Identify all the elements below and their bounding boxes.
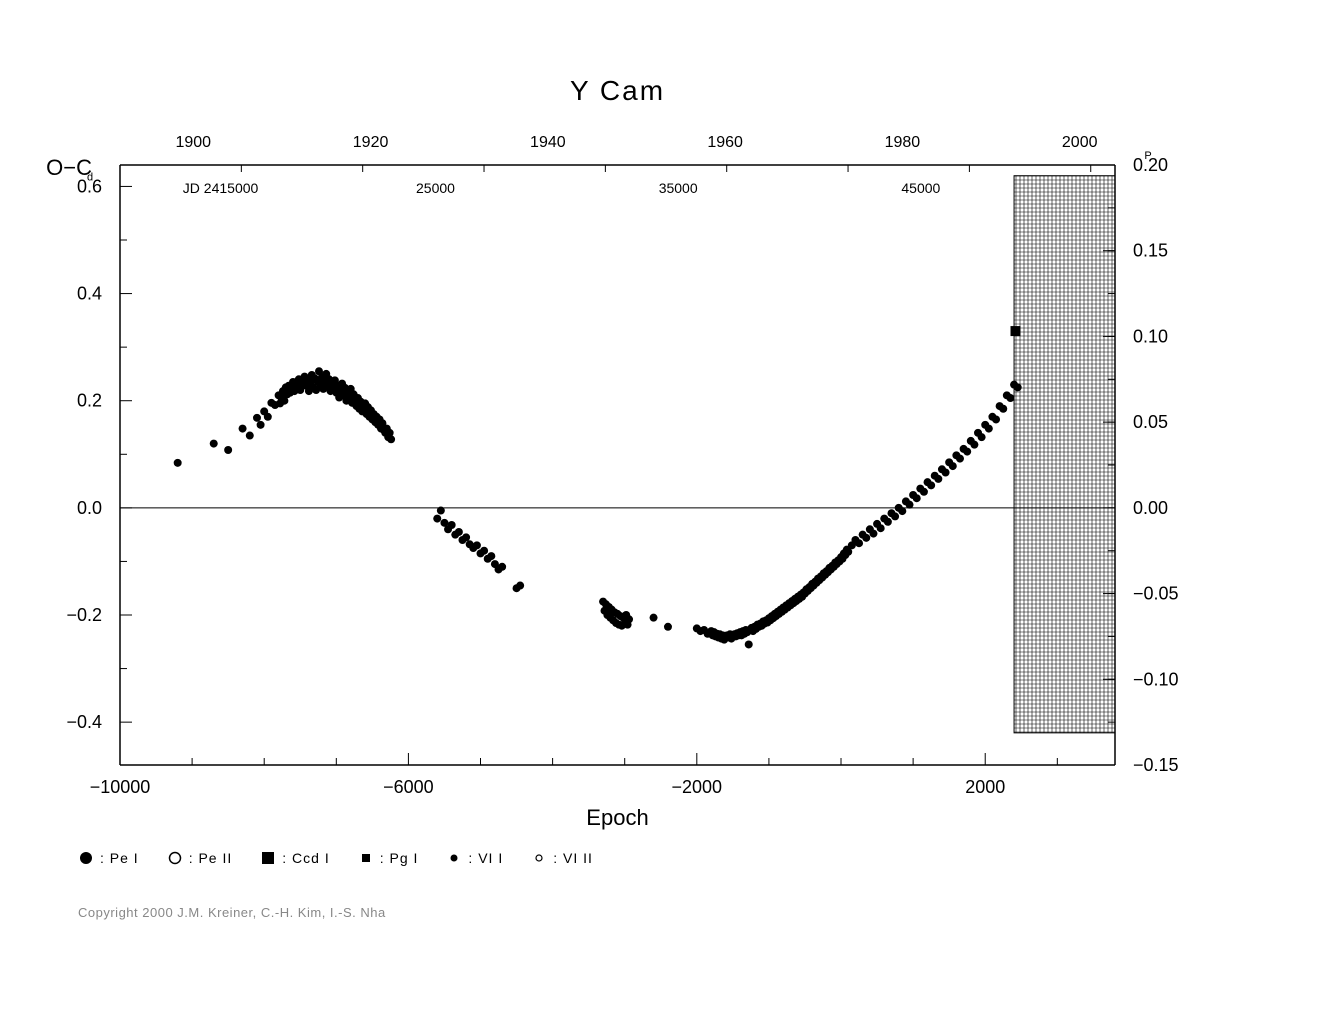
svg-text:1900: 1900 [175, 134, 211, 151]
svg-text:−0.4: −0.4 [66, 712, 102, 732]
svg-text:0.2: 0.2 [77, 391, 102, 411]
svg-text:JD 2415000: JD 2415000 [183, 180, 259, 196]
legend-item: : Pg I [358, 850, 419, 866]
svg-text:−0.10: −0.10 [1133, 669, 1179, 689]
copyright-text: Copyright 2000 J.M. Kreiner, C.-H. Kim, … [78, 905, 386, 920]
svg-text:0.0: 0.0 [77, 498, 102, 518]
svg-text:0.15: 0.15 [1133, 241, 1168, 261]
svg-text:0.05: 0.05 [1133, 412, 1168, 432]
svg-text:−2000: −2000 [672, 777, 723, 797]
svg-text:Epoch: Epoch [586, 805, 648, 830]
oc-diagram: Y Cam −10000 −6000 −2000 2000 Epoch −0.4 −0.2 0.… [0, 0, 1325, 830]
legend: : Pe I : Pe II : Ccd I : Pg I : VI I : VI II [78, 850, 593, 866]
svg-text:0.00: 0.00 [1133, 498, 1168, 518]
legend-item: : Pe I [78, 850, 139, 866]
svg-text:35000: 35000 [659, 180, 698, 196]
svg-text:Y Cam: Y Cam [570, 75, 665, 106]
svg-text:2000: 2000 [1062, 134, 1098, 151]
svg-text:−0.15: −0.15 [1133, 755, 1179, 775]
svg-text:0.10: 0.10 [1133, 326, 1168, 346]
svg-text:−10000: −10000 [90, 777, 151, 797]
svg-text:1980: 1980 [885, 134, 921, 151]
svg-text:2000: 2000 [965, 777, 1005, 797]
legend-item: : Pe II [167, 850, 233, 866]
legend-item: : VI I [446, 850, 503, 866]
svg-text:45000: 45000 [901, 180, 940, 196]
svg-text:0.4: 0.4 [77, 284, 102, 304]
svg-text:P: P [1144, 150, 1151, 162]
svg-text:1920: 1920 [353, 134, 389, 151]
legend-item: : Ccd I [260, 850, 329, 866]
svg-text:O−C: O−C [46, 155, 92, 180]
svg-text:1960: 1960 [707, 134, 743, 151]
svg-text:−0.2: −0.2 [66, 605, 102, 625]
svg-text:−0.05: −0.05 [1133, 584, 1179, 604]
legend-item: : VI II [531, 850, 593, 866]
svg-text:−6000: −6000 [383, 777, 434, 797]
svg-text:1940: 1940 [530, 134, 566, 151]
svg-text:25000: 25000 [416, 180, 455, 196]
